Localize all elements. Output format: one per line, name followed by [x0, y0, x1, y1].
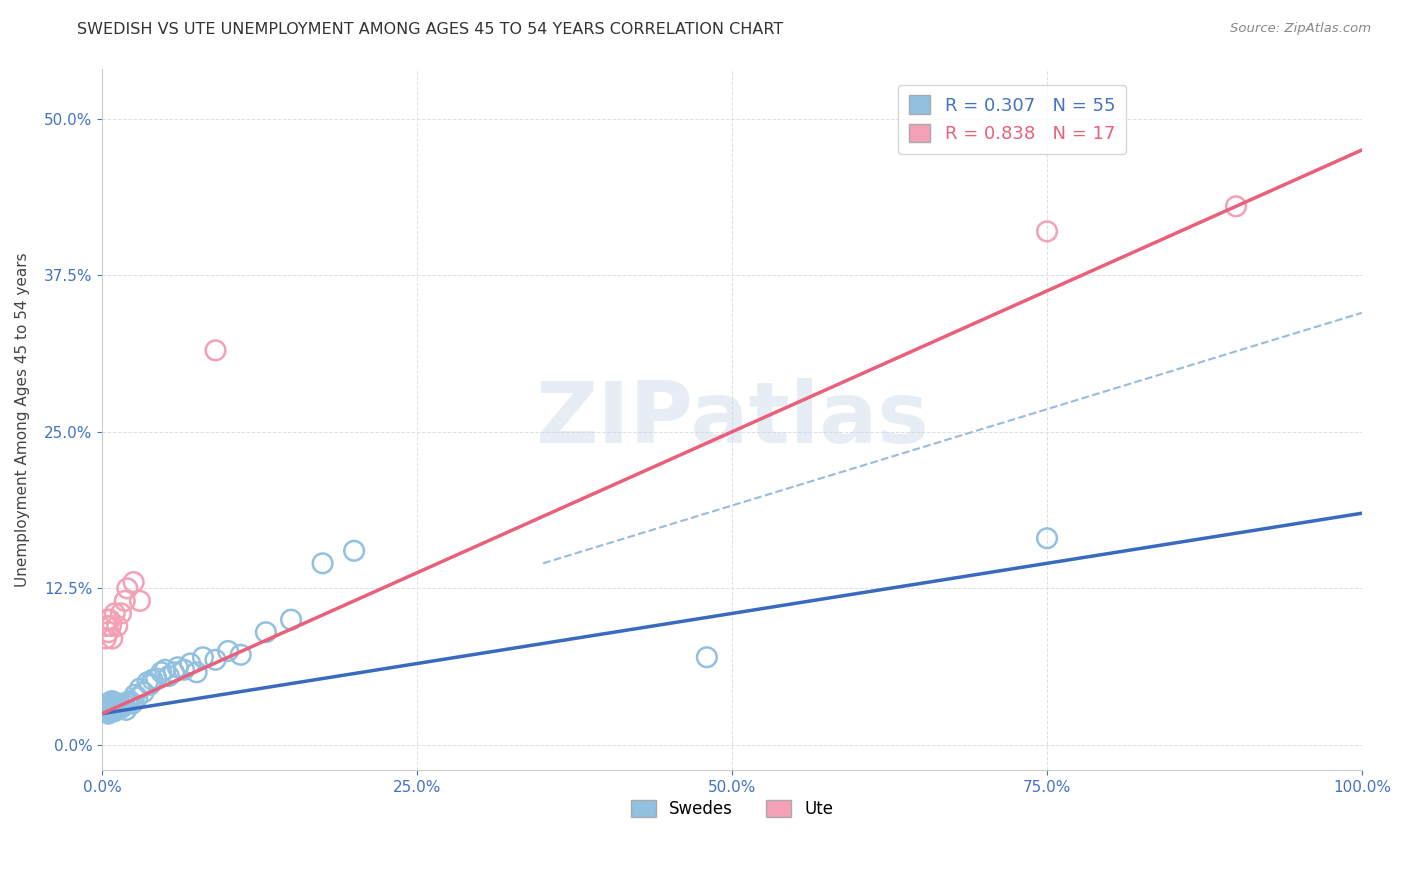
Point	[98, 703, 121, 717]
Point	[97, 701, 120, 715]
Point	[117, 695, 139, 709]
Point	[173, 663, 195, 677]
Point	[311, 557, 333, 571]
Text: ZIPatlas: ZIPatlas	[536, 377, 929, 461]
Point	[103, 703, 125, 717]
Point	[157, 669, 180, 683]
Point	[104, 607, 127, 621]
Point	[100, 699, 122, 714]
Point	[100, 619, 122, 633]
Point	[101, 694, 124, 708]
Point	[97, 706, 120, 721]
Point	[124, 688, 146, 702]
Point	[121, 697, 143, 711]
Point	[96, 613, 118, 627]
Point	[150, 665, 173, 680]
Point	[229, 648, 252, 662]
Text: SWEDISH VS UTE UNEMPLOYMENT AMONG AGES 45 TO 54 YEARS CORRELATION CHART: SWEDISH VS UTE UNEMPLOYMENT AMONG AGES 4…	[77, 22, 783, 37]
Point	[141, 673, 163, 687]
Point	[105, 619, 128, 633]
Point	[98, 613, 121, 627]
Point	[93, 700, 115, 714]
Point	[204, 653, 226, 667]
Point	[103, 697, 125, 711]
Point	[696, 650, 718, 665]
Point	[179, 657, 201, 671]
Point	[96, 706, 118, 720]
Point	[1036, 531, 1059, 545]
Point	[204, 343, 226, 358]
Point	[280, 613, 302, 627]
Point	[186, 665, 208, 680]
Point	[343, 543, 366, 558]
Point	[254, 625, 277, 640]
Point	[101, 701, 124, 715]
Point	[191, 650, 214, 665]
Y-axis label: Unemployment Among Ages 45 to 54 years: Unemployment Among Ages 45 to 54 years	[15, 252, 30, 587]
Point	[94, 703, 117, 717]
Point	[105, 699, 128, 714]
Point	[107, 701, 129, 715]
Point	[136, 675, 159, 690]
Point	[94, 698, 117, 712]
Point	[108, 697, 131, 711]
Point	[98, 695, 121, 709]
Text: Source: ZipAtlas.com: Source: ZipAtlas.com	[1230, 22, 1371, 36]
Point	[104, 698, 127, 712]
Point	[127, 690, 149, 705]
Point	[129, 681, 152, 696]
Legend: Swedes, Ute: Swedes, Ute	[624, 793, 841, 825]
Point	[118, 694, 141, 708]
Point	[114, 698, 136, 712]
Point	[111, 700, 134, 714]
Point	[97, 625, 120, 640]
Point	[110, 607, 132, 621]
Point	[1036, 224, 1059, 238]
Point	[114, 594, 136, 608]
Point	[115, 703, 138, 717]
Point	[217, 644, 239, 658]
Point	[110, 699, 132, 714]
Point	[101, 632, 124, 646]
Point	[166, 660, 188, 674]
Point	[94, 632, 117, 646]
Point	[122, 575, 145, 590]
Point	[96, 619, 118, 633]
Point	[145, 672, 167, 686]
Point	[104, 704, 127, 718]
Point	[97, 697, 120, 711]
Point	[1225, 199, 1247, 213]
Point	[139, 678, 162, 692]
Point	[153, 663, 176, 677]
Point	[96, 699, 118, 714]
Point	[104, 700, 127, 714]
Point	[100, 704, 122, 718]
Point	[117, 582, 139, 596]
Point	[129, 594, 152, 608]
Point	[163, 665, 186, 680]
Point	[132, 685, 155, 699]
